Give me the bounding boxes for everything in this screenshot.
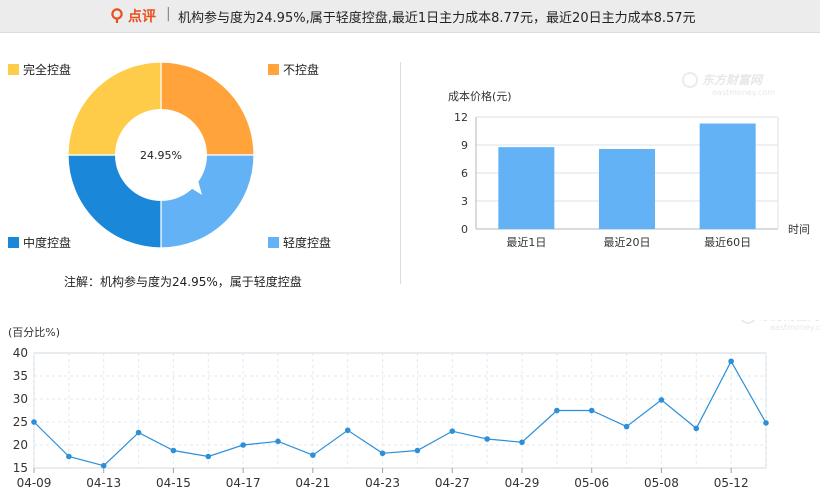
line-point	[170, 447, 177, 454]
line-point	[554, 407, 560, 414]
line-point	[31, 419, 37, 425]
header-summary: 机构参与度为24.95%,属于轻度控盘,最近1日主力成本8.77元，最近20日主…	[178, 11, 696, 26]
location-pin-icon	[111, 8, 123, 23]
header-separator: |	[166, 6, 171, 22]
line-series	[33, 360, 767, 467]
bar-mark	[599, 149, 655, 229]
line-xtick-label: 04-27	[435, 476, 470, 490]
bar-ytick-label: 6	[461, 167, 468, 180]
bar-mark	[498, 147, 555, 229]
legend-label: 中度控盘	[23, 236, 72, 250]
line-point	[519, 439, 525, 446]
legend-swatch	[268, 237, 279, 248]
bar-category-label: 最近1日	[506, 236, 546, 249]
legend-item-medium-control[interactable]: 中度控盘	[8, 234, 71, 251]
line-point	[344, 427, 351, 434]
bar-mark	[699, 123, 756, 229]
legend-label: 不控盘	[283, 63, 320, 77]
line-ytick-label: 35	[13, 369, 28, 383]
legend-item-light-control[interactable]: 轻度控盘	[268, 234, 331, 251]
line-xtick-label: 04-09	[17, 476, 52, 490]
participation-line-chart: 东方财富网 eastmoney.com (百分比%) 15 20 25 30 35 40 0…	[8, 320, 820, 490]
line-point	[588, 407, 595, 414]
line-point	[275, 438, 281, 445]
line-ytick-label: 40	[13, 346, 28, 360]
legend-swatch	[8, 64, 19, 75]
bar-ytick-label: 0	[461, 223, 468, 236]
watermark: 东方财富网 eastmoney.com	[741, 320, 820, 332]
legend-item-full-control[interactable]: 完全控盘	[8, 61, 71, 78]
bar-category-label: 最近60日	[704, 236, 751, 249]
line-ytick-label: 30	[13, 392, 28, 406]
line-xtick-label: 04-23	[365, 476, 400, 490]
legend-swatch	[8, 237, 19, 248]
line-ytick-label: 25	[13, 415, 28, 429]
line-xtick-label: 04-17	[226, 476, 261, 490]
line-xtick-label: 05-08	[644, 476, 679, 490]
line-ytick-label: 20	[13, 438, 28, 452]
review-label: 点评	[128, 9, 156, 25]
bar-ytick-label: 12	[454, 111, 468, 124]
line-ylabel: (百分比%)	[8, 326, 60, 339]
legend-label: 轻度控盘	[283, 236, 332, 250]
watermark: 东方财富网 eastmoney.com	[682, 72, 775, 97]
line-xtick-label: 04-13	[86, 476, 121, 490]
donut-center-label: 24.95%	[140, 149, 182, 162]
bar-xlabel: 时间	[788, 223, 810, 236]
line-ytick-label: 15	[13, 461, 28, 475]
line-point	[66, 453, 72, 460]
line-point	[693, 425, 700, 432]
bar-ytick-label: 9	[461, 139, 468, 152]
legend-label: 完全控盘	[23, 63, 72, 77]
review-header: 点评 | 机构参与度为24.95%,属于轻度控盘,最近1日主力成本8.77元，最…	[0, 0, 820, 33]
line-xtick-label: 04-29	[505, 476, 540, 490]
watermark-en: eastmoney.com	[770, 323, 820, 332]
line-point	[728, 358, 734, 365]
watermark-cn: 东方财富网	[702, 73, 764, 87]
cost-bar-chart: 东方财富网 eastmoney.com 成本价格(元) 时间 0 3 6 9 12 最近1…	[448, 72, 810, 249]
line-point	[658, 397, 665, 403]
bar-ytick-label: 3	[461, 195, 468, 208]
legend-swatch	[268, 64, 279, 75]
line-xtick-label: 04-15	[156, 476, 191, 490]
line-point	[414, 447, 421, 454]
line-point	[135, 429, 142, 436]
watermark-cn: 东方财富网	[760, 320, 820, 323]
line-point	[623, 423, 630, 430]
donut-note: 注解：机构参与度为24.95%，属于轻度控盘	[64, 275, 302, 289]
watermark-en: eastmoney.com	[712, 88, 775, 97]
line-point	[240, 442, 246, 448]
line-point	[310, 452, 316, 458]
line-point	[449, 428, 456, 434]
bar-ylabel: 成本价格(元)	[448, 89, 512, 103]
line-plot-frame	[33, 352, 767, 469]
line-point	[205, 453, 212, 460]
line-xtick-label: 04-21	[295, 476, 330, 490]
line-point	[763, 420, 769, 426]
line-point	[379, 450, 386, 457]
bar-category-label: 最近20日	[604, 236, 651, 249]
line-point	[484, 436, 490, 442]
control-donut-chart: 24.95%	[67, 61, 255, 249]
legend-item-no-control[interactable]: 不控盘	[268, 61, 319, 78]
line-xtick-label: 05-12	[714, 476, 749, 490]
section-divider	[400, 62, 401, 284]
line-point	[100, 462, 107, 469]
line-xtick-label: 05-06	[574, 476, 609, 490]
